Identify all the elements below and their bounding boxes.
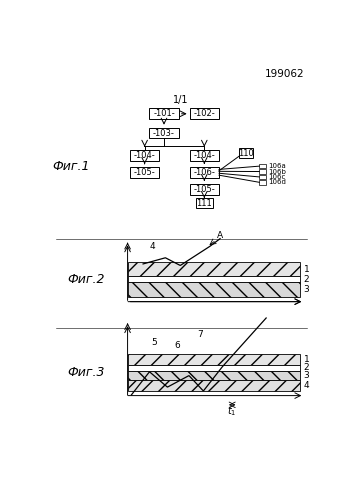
- Text: -106-: -106-: [193, 168, 215, 177]
- Bar: [259, 180, 265, 185]
- Text: A: A: [217, 231, 223, 240]
- FancyBboxPatch shape: [149, 128, 179, 138]
- Text: 4: 4: [149, 242, 155, 250]
- Bar: [127, 365, 300, 371]
- Bar: [127, 371, 300, 380]
- Text: -105-: -105-: [134, 168, 155, 177]
- FancyBboxPatch shape: [239, 148, 253, 158]
- Bar: [259, 175, 265, 179]
- FancyBboxPatch shape: [190, 167, 219, 178]
- Text: Фиг.1: Фиг.1: [52, 160, 90, 174]
- FancyBboxPatch shape: [196, 198, 213, 208]
- Text: 1: 1: [304, 355, 309, 364]
- Text: Фиг.3: Фиг.3: [68, 366, 105, 379]
- Text: 5: 5: [151, 338, 157, 347]
- Text: 111: 111: [197, 199, 212, 208]
- FancyBboxPatch shape: [190, 150, 219, 161]
- Text: Фиг.2: Фиг.2: [68, 273, 105, 286]
- FancyBboxPatch shape: [130, 150, 159, 161]
- Text: 110: 110: [238, 149, 254, 158]
- Text: 199062: 199062: [264, 69, 304, 79]
- Text: 3: 3: [304, 285, 309, 294]
- FancyBboxPatch shape: [130, 167, 159, 178]
- Text: 2: 2: [304, 363, 309, 372]
- Text: 3: 3: [304, 371, 309, 380]
- Bar: [127, 282, 300, 297]
- Text: 1/1: 1/1: [173, 95, 188, 105]
- Text: 4: 4: [304, 381, 309, 390]
- Text: $t_1$: $t_1$: [227, 404, 237, 418]
- Text: 1: 1: [304, 265, 309, 274]
- Bar: [259, 164, 265, 169]
- Text: 7: 7: [197, 330, 203, 339]
- Bar: [127, 262, 300, 276]
- Text: -104-: -104-: [193, 151, 215, 160]
- FancyBboxPatch shape: [190, 184, 219, 195]
- Bar: [127, 354, 300, 365]
- Bar: [259, 169, 265, 174]
- Text: -101-: -101-: [153, 109, 175, 118]
- Text: 106c: 106c: [269, 174, 286, 180]
- Bar: [127, 276, 300, 282]
- Text: 106b: 106b: [269, 169, 286, 175]
- Text: 6: 6: [174, 341, 180, 350]
- FancyBboxPatch shape: [149, 108, 179, 119]
- Bar: [127, 380, 300, 391]
- Text: -102-: -102-: [193, 109, 215, 118]
- Text: 106a: 106a: [269, 163, 286, 169]
- Text: 106d: 106d: [269, 179, 286, 185]
- Text: -103-: -103-: [153, 129, 175, 138]
- FancyBboxPatch shape: [190, 108, 219, 119]
- Text: -104-: -104-: [134, 151, 155, 160]
- Text: 2: 2: [304, 275, 309, 284]
- Text: -105-: -105-: [193, 185, 215, 194]
